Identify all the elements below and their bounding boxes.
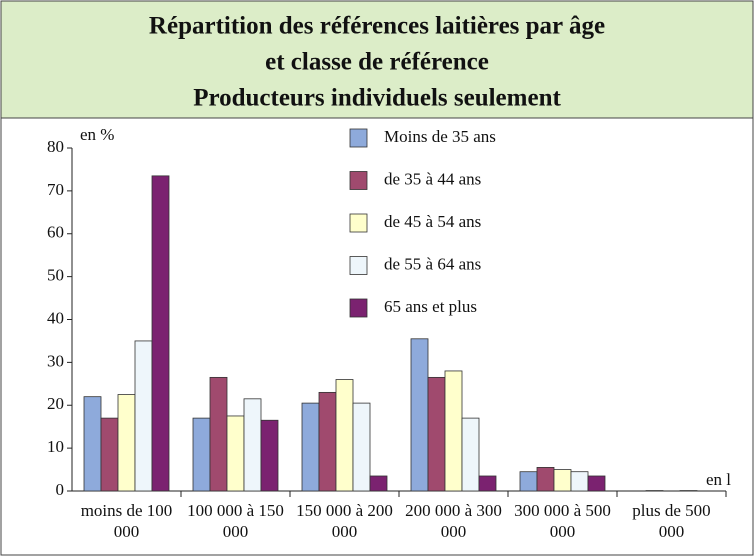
bar	[100, 417, 119, 492]
y-tick-label: 70	[47, 180, 64, 199]
y-tick-label: 80	[47, 137, 64, 156]
legend-swatch	[349, 128, 368, 148]
x-tick-label: plus de 500 000	[632, 501, 711, 541]
legend-label: de 55 à 64 ans	[384, 254, 481, 273]
bar	[519, 471, 538, 492]
y-tick-label: 60	[47, 223, 64, 242]
bar	[427, 376, 446, 492]
chart-subtitle: et classe de référence	[265, 49, 489, 76]
y-axis-label: en %	[80, 125, 114, 144]
bar	[134, 340, 153, 492]
legend-label: de 35 à 44 ans	[384, 169, 481, 188]
bar	[536, 467, 555, 492]
bar	[243, 398, 262, 492]
legend-swatch	[349, 171, 368, 190]
bar	[117, 394, 136, 492]
bar	[301, 402, 320, 492]
bar	[83, 396, 102, 492]
y-tick-label: 30	[47, 351, 64, 370]
x-tick-label: 150 000 à 200 000	[296, 501, 393, 541]
chart-subtitle: Producteurs individuels seulement	[193, 85, 561, 112]
bar	[260, 419, 279, 492]
bar	[410, 338, 429, 492]
bar	[192, 417, 211, 492]
legend-label: de 45 à 54 ans	[384, 212, 481, 231]
legend-swatch	[349, 213, 368, 233]
y-tick-label: 0	[56, 480, 65, 499]
legend-swatch	[349, 298, 368, 318]
chart-title: Répartition des références laitières par…	[149, 13, 605, 40]
bar	[570, 471, 589, 492]
bar	[335, 379, 354, 492]
bar	[553, 469, 572, 492]
title-band	[0, 0, 754, 119]
bar	[444, 370, 463, 492]
y-tick-label: 40	[47, 308, 64, 327]
x-tick-label: moins de 100 000	[80, 501, 173, 541]
x-tick-label: 300 000 à 500 000	[514, 501, 611, 541]
legend-swatch	[349, 256, 368, 275]
bar	[226, 415, 245, 492]
x-tick-label: 200 000 à 300 000	[405, 501, 502, 541]
bar	[209, 376, 228, 492]
bar	[151, 175, 170, 492]
legend-label: Moins de 35 ans	[384, 127, 496, 146]
bar	[352, 402, 371, 492]
x-axis-label: en l	[706, 470, 731, 489]
bar	[478, 475, 497, 492]
bar	[461, 417, 480, 492]
y-tick-label: 10	[47, 437, 64, 456]
bar	[369, 475, 388, 492]
legend-label: 65 ans et plus	[384, 297, 477, 316]
x-tick-label: 100 000 à 150 000	[187, 501, 284, 541]
bar	[587, 475, 606, 492]
y-tick-label: 20	[47, 394, 64, 413]
bar	[318, 391, 337, 492]
y-tick-label: 50	[47, 266, 64, 285]
